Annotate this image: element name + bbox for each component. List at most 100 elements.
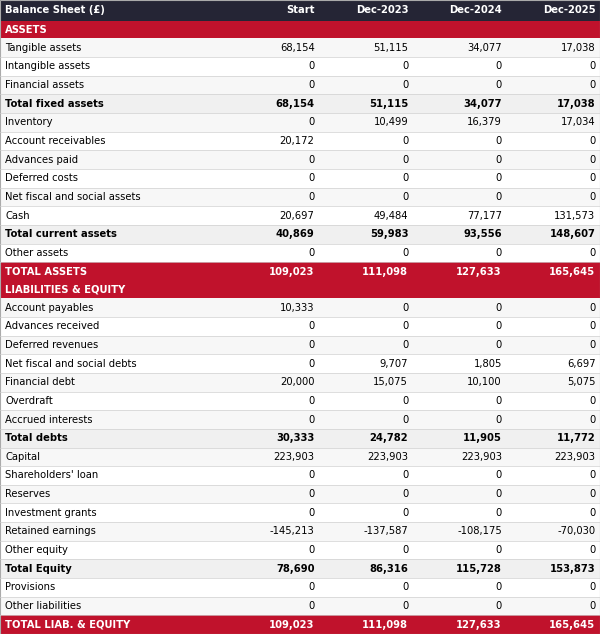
Text: 0: 0 xyxy=(589,302,595,313)
Text: 223,903: 223,903 xyxy=(554,452,595,462)
Text: 0: 0 xyxy=(402,508,408,518)
Text: 0: 0 xyxy=(496,340,502,350)
Text: 148,607: 148,607 xyxy=(550,230,595,239)
Text: 165,645: 165,645 xyxy=(549,266,595,276)
Text: 0: 0 xyxy=(589,61,595,72)
Text: Cash: Cash xyxy=(5,210,29,221)
Text: 0: 0 xyxy=(308,545,314,555)
Text: 0: 0 xyxy=(402,470,408,481)
Text: Advances paid: Advances paid xyxy=(5,155,78,165)
Text: 0: 0 xyxy=(308,508,314,518)
Text: ASSETS: ASSETS xyxy=(5,25,48,35)
Text: Total Equity: Total Equity xyxy=(5,564,72,574)
Text: 223,903: 223,903 xyxy=(367,452,408,462)
Text: 59,983: 59,983 xyxy=(370,230,408,239)
Text: 20,000: 20,000 xyxy=(280,377,314,387)
Text: 0: 0 xyxy=(589,470,595,481)
Text: -137,587: -137,587 xyxy=(364,526,408,536)
Text: 0: 0 xyxy=(308,155,314,165)
Text: Deferred costs: Deferred costs xyxy=(5,173,78,183)
Text: 0: 0 xyxy=(589,601,595,611)
Text: 0: 0 xyxy=(402,136,408,146)
Text: 6,697: 6,697 xyxy=(567,359,595,368)
Text: 0: 0 xyxy=(496,545,502,555)
Bar xyxy=(0,225,600,243)
Text: 17,038: 17,038 xyxy=(561,42,595,53)
Text: 0: 0 xyxy=(496,173,502,183)
Text: 78,690: 78,690 xyxy=(276,564,314,574)
Text: 0: 0 xyxy=(402,155,408,165)
Text: 0: 0 xyxy=(496,415,502,425)
Text: Net fiscal and social debts: Net fiscal and social debts xyxy=(5,359,137,368)
Bar xyxy=(0,429,600,448)
Text: 34,077: 34,077 xyxy=(467,42,502,53)
Text: 0: 0 xyxy=(402,601,408,611)
Text: 0: 0 xyxy=(308,192,314,202)
Text: 5,075: 5,075 xyxy=(567,377,595,387)
Text: 109,023: 109,023 xyxy=(269,266,314,276)
Text: 10,499: 10,499 xyxy=(373,117,408,127)
Text: 0: 0 xyxy=(308,601,314,611)
Text: 0: 0 xyxy=(308,80,314,90)
Text: 0: 0 xyxy=(308,173,314,183)
Text: 0: 0 xyxy=(496,489,502,499)
Bar xyxy=(0,392,600,410)
Text: 0: 0 xyxy=(402,340,408,350)
Text: 34,077: 34,077 xyxy=(463,99,502,108)
Text: LIABILITIES & EQUITY: LIABILITIES & EQUITY xyxy=(5,285,125,295)
Text: 0: 0 xyxy=(589,155,595,165)
Text: Other assets: Other assets xyxy=(5,248,68,258)
Text: 11,905: 11,905 xyxy=(463,433,502,443)
Text: Financial assets: Financial assets xyxy=(5,80,84,90)
Text: 0: 0 xyxy=(496,583,502,592)
Text: 0: 0 xyxy=(308,489,314,499)
Text: 10,333: 10,333 xyxy=(280,302,314,313)
Text: Capital: Capital xyxy=(5,452,40,462)
Text: Dec-2025: Dec-2025 xyxy=(543,6,595,15)
Text: -70,030: -70,030 xyxy=(557,526,595,536)
Bar xyxy=(0,410,600,429)
Bar xyxy=(0,578,600,597)
Bar xyxy=(0,150,600,169)
Bar xyxy=(0,485,600,503)
Text: 0: 0 xyxy=(589,508,595,518)
Text: Other liabilities: Other liabilities xyxy=(5,601,81,611)
Text: 0: 0 xyxy=(589,545,595,555)
Text: Inventory: Inventory xyxy=(5,117,53,127)
Text: 30,333: 30,333 xyxy=(277,433,314,443)
Text: 115,728: 115,728 xyxy=(456,564,502,574)
Bar xyxy=(0,132,600,150)
Text: 49,484: 49,484 xyxy=(374,210,408,221)
Text: Account payables: Account payables xyxy=(5,302,94,313)
Text: 111,098: 111,098 xyxy=(362,619,408,630)
Text: 0: 0 xyxy=(589,340,595,350)
Text: 0: 0 xyxy=(589,136,595,146)
Text: Start: Start xyxy=(286,6,314,15)
Text: Account receivables: Account receivables xyxy=(5,136,106,146)
Text: 0: 0 xyxy=(496,302,502,313)
Text: 0: 0 xyxy=(402,583,408,592)
Text: Total debts: Total debts xyxy=(5,433,68,443)
Text: 0: 0 xyxy=(402,173,408,183)
Text: 0: 0 xyxy=(402,396,408,406)
Bar xyxy=(0,354,600,373)
Text: 223,903: 223,903 xyxy=(461,452,502,462)
Text: Balance Sheet (£): Balance Sheet (£) xyxy=(5,6,105,15)
Text: 68,154: 68,154 xyxy=(280,42,314,53)
Text: 0: 0 xyxy=(496,601,502,611)
Text: Other equity: Other equity xyxy=(5,545,68,555)
Text: Net fiscal and social assets: Net fiscal and social assets xyxy=(5,192,140,202)
Text: Reserves: Reserves xyxy=(5,489,50,499)
Text: 68,154: 68,154 xyxy=(275,99,314,108)
Text: 165,645: 165,645 xyxy=(549,619,595,630)
Text: 11,772: 11,772 xyxy=(557,433,595,443)
Bar xyxy=(0,448,600,466)
Text: 24,782: 24,782 xyxy=(370,433,408,443)
Bar xyxy=(0,57,600,75)
Text: 1,805: 1,805 xyxy=(473,359,502,368)
Text: 0: 0 xyxy=(308,396,314,406)
Text: Total current assets: Total current assets xyxy=(5,230,117,239)
Text: -108,175: -108,175 xyxy=(457,526,502,536)
Text: 20,697: 20,697 xyxy=(280,210,314,221)
Text: 0: 0 xyxy=(308,248,314,258)
